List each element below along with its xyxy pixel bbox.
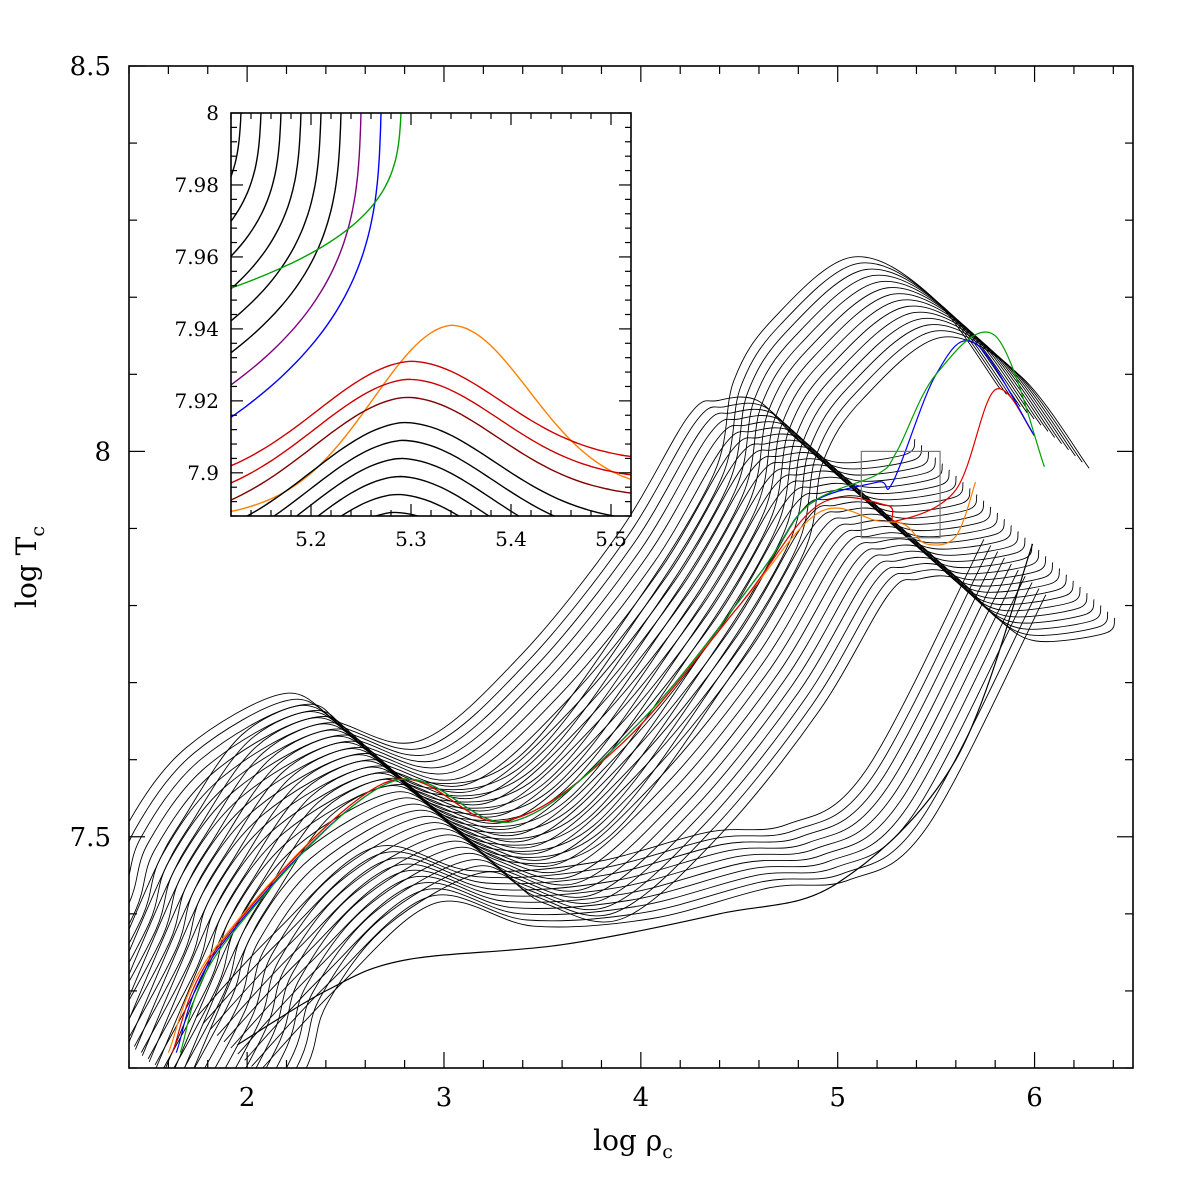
track-line-6-7 xyxy=(244,582,1033,1061)
inset-x-tick-label: 5.2 xyxy=(295,527,327,551)
inset-upper-line-8 xyxy=(231,113,402,289)
inset-x-tick-label: 5.4 xyxy=(495,527,527,551)
inset-x-tick-label: 5.3 xyxy=(395,527,427,551)
inset-lower-line-4 xyxy=(245,421,619,516)
track-line-6-2 xyxy=(209,551,999,1030)
track-line-6-3 xyxy=(216,557,1005,1036)
inset-lower-line-8 xyxy=(340,493,461,516)
x-tick-label: 4 xyxy=(633,1083,650,1113)
inset-y-tick-label: 7.9 xyxy=(187,461,219,485)
track-line-0-0 xyxy=(129,256,1000,931)
track-line-7-0 xyxy=(236,543,1034,1046)
y-tick-label: 7.5 xyxy=(70,823,111,853)
track-line-6-4 xyxy=(223,563,1012,1043)
inset-upper-line-6 xyxy=(231,113,362,386)
y-tick-label: 8 xyxy=(94,437,111,467)
inset-x-tick-label: 5.5 xyxy=(595,527,627,551)
inset-lower-line-0 xyxy=(231,324,631,513)
x-tick-label: 6 xyxy=(1026,1083,1043,1113)
main-plot: 2 3 4 5 6 7.5 8 8.5 xyxy=(70,52,1134,1113)
x-tick-label: 5 xyxy=(829,1083,846,1113)
track-line-0-8 xyxy=(148,305,1056,1062)
track-line-6-1 xyxy=(202,545,992,1024)
inset-lower-line-3 xyxy=(231,396,631,501)
inset-plot: 5.2 5.3 5.4 5.5 7.9 7.92 7.94 7.96 7.98 8 xyxy=(174,101,632,551)
main-curves xyxy=(129,256,1116,1068)
track-line-6-0 xyxy=(196,539,985,1018)
track-line-0-2 xyxy=(129,268,1014,976)
inset-upper-line-4 xyxy=(231,113,322,322)
track-line-3-0 xyxy=(171,388,1036,1053)
inset-tick-labels: 5.2 5.3 5.4 5.5 7.9 7.92 7.94 7.96 7.98 8 xyxy=(174,101,626,551)
track-line-0-13 xyxy=(193,336,1090,1068)
track-line-0-5 xyxy=(129,287,1035,1044)
inset-y-tick-label: 7.96 xyxy=(174,245,219,269)
inset-frame xyxy=(230,112,632,517)
track-line-0-11 xyxy=(174,324,1076,1068)
track-line-0-4 xyxy=(129,280,1028,1021)
inset-background xyxy=(231,113,631,516)
y-tick-label: 8.5 xyxy=(70,52,111,82)
track-line-1-29 xyxy=(305,575,1116,1068)
track-line-0-6 xyxy=(134,293,1042,1050)
main-tick-labels: 2 3 4 5 6 7.5 8 8.5 xyxy=(70,52,1043,1113)
inset-y-tick-label: 7.92 xyxy=(174,389,219,413)
inset-lower-line-7 xyxy=(316,475,491,516)
track-line-6-6 xyxy=(237,575,1026,1055)
inset-y-tick-label: 7.98 xyxy=(174,173,219,197)
inset-upper-line-1 xyxy=(231,113,262,223)
track-line-0-3 xyxy=(129,274,1021,999)
inset-upper-line-3 xyxy=(231,113,302,290)
inset-lower-line-5 xyxy=(272,439,556,516)
track-line-0-10 xyxy=(165,317,1069,1068)
inset-upper-line-7 xyxy=(231,113,382,419)
track-line-6-8 xyxy=(251,588,1040,1067)
inset-upper-line-2 xyxy=(231,113,282,258)
inset-lower-line-6 xyxy=(295,457,521,516)
y-axis-label: log Tc xyxy=(10,526,49,608)
inset-y-tick-label: 8 xyxy=(206,101,219,125)
track-line-5-0 xyxy=(179,331,1045,1053)
inset-lower-line-2 xyxy=(231,378,631,484)
x-axis-label: log ρc xyxy=(593,1124,673,1163)
inset-upper-line-0 xyxy=(231,113,242,179)
zoom-box xyxy=(860,450,941,539)
track-line-0-9 xyxy=(155,311,1062,1068)
main-frame xyxy=(128,65,1134,1069)
track-line-0-7 xyxy=(141,299,1049,1056)
inset-lower-line-1 xyxy=(231,360,631,467)
track-line-0-1 xyxy=(129,262,1007,953)
x-tick-label: 2 xyxy=(239,1083,256,1113)
inset-y-tick-label: 7.94 xyxy=(174,317,219,341)
track-line-6-9 xyxy=(262,594,1047,1068)
track-line-6-5 xyxy=(230,569,1019,1049)
inset-curves xyxy=(231,113,631,516)
inset-upper-line-5 xyxy=(231,113,342,354)
x-tick-label: 3 xyxy=(436,1083,453,1113)
